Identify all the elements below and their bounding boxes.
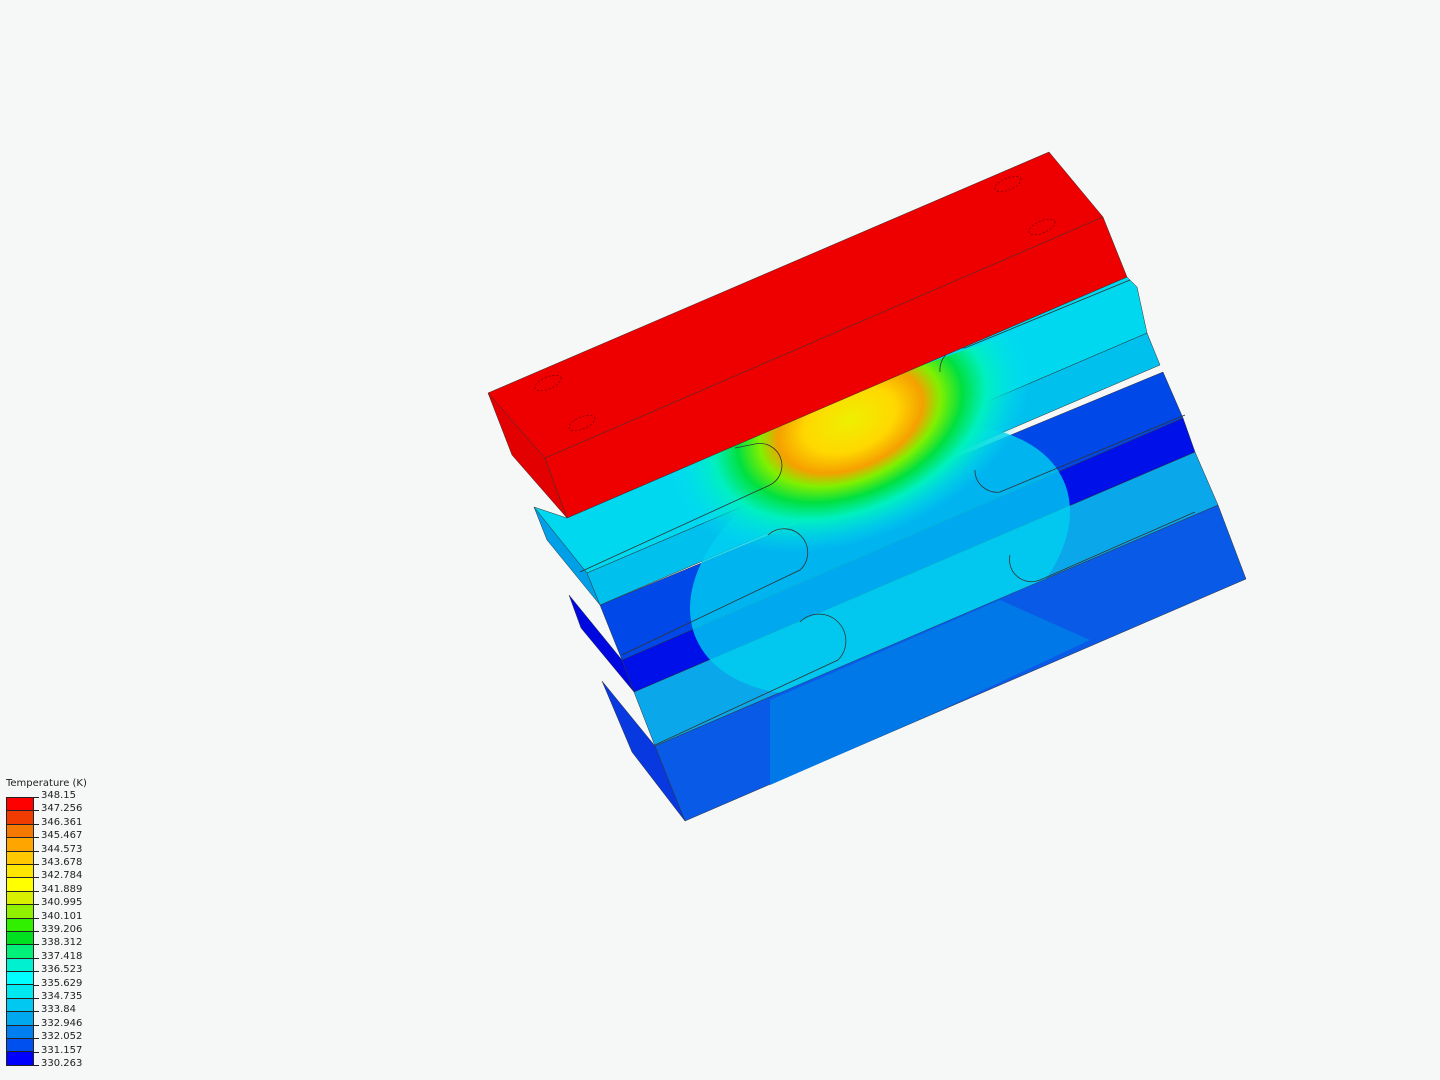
legend-band: [7, 931, 33, 946]
top-block: [487, 151, 1128, 519]
legend-band: [7, 958, 33, 973]
legend-band: [7, 918, 33, 932]
legend-label: 345.467: [41, 830, 83, 842]
legend-band: [7, 851, 33, 865]
legend-band: [7, 878, 33, 892]
legend-label: 347.256: [41, 803, 83, 815]
legend-band: [7, 838, 33, 852]
legend-label: 332.052: [41, 1031, 83, 1043]
legend-label: 340.995: [41, 897, 83, 909]
legend-label: 334.735: [41, 991, 83, 1002]
legend-band: [7, 1052, 33, 1065]
legend-band: [7, 1012, 33, 1026]
legend-label: 342.784: [41, 870, 83, 882]
legend-band: [7, 891, 33, 906]
legend-band: [7, 998, 33, 1013]
legend-label: 343.678: [41, 857, 83, 868]
legend-label: 341.889: [41, 883, 83, 895]
legend-label: 335.629: [41, 977, 83, 989]
legend-band: [7, 824, 33, 839]
legend-label: 344.573: [41, 843, 83, 855]
legend-label: 337.418: [41, 950, 83, 962]
legend-label: 338.312: [41, 937, 83, 949]
legend-band: [7, 1039, 33, 1053]
legend-band: [7, 864, 33, 879]
legend-label: 332.946: [41, 1017, 83, 1029]
legend-label: 330.263: [41, 1058, 83, 1069]
legend-color-bar: [6, 797, 34, 1066]
color-legend: Temperature (K) 348.15 347.256 346.361 345.…: [6, 778, 87, 1069]
legend-band: [7, 798, 33, 812]
legend-band: [7, 1025, 33, 1040]
legend-band: [7, 972, 33, 986]
legend-band: [7, 811, 33, 825]
legend-band: [7, 985, 33, 999]
legend-label: 346.361: [41, 816, 83, 828]
legend-title: Temperature (K): [6, 778, 87, 789]
legend-label: 336.523: [41, 964, 83, 976]
legend-label: 333.84: [41, 1004, 76, 1016]
legend-band: [7, 905, 33, 919]
legend-label: 339.206: [41, 924, 83, 935]
legend-band: [7, 945, 33, 959]
slot-outlines: [579, 279, 1196, 746]
legend-label: 331.157: [41, 1044, 83, 1056]
legend-label: 348.15: [41, 790, 76, 801]
legend-label: 340.101: [41, 910, 83, 922]
